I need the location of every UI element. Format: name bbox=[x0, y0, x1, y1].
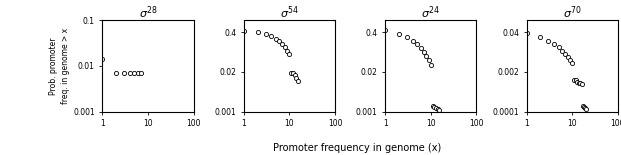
Title: $\sigma^{28}$: $\sigma^{28}$ bbox=[138, 4, 158, 21]
Title: $\sigma^{24}$: $\sigma^{24}$ bbox=[422, 4, 440, 21]
Text: Promoter frequency in genome (x): Promoter frequency in genome (x) bbox=[273, 143, 441, 153]
Y-axis label: Prob. promoter
freq. in genome > x: Prob. promoter freq. in genome > x bbox=[50, 28, 70, 104]
Title: $\sigma^{70}$: $\sigma^{70}$ bbox=[563, 4, 582, 21]
Title: $\sigma^{54}$: $\sigma^{54}$ bbox=[280, 4, 299, 21]
